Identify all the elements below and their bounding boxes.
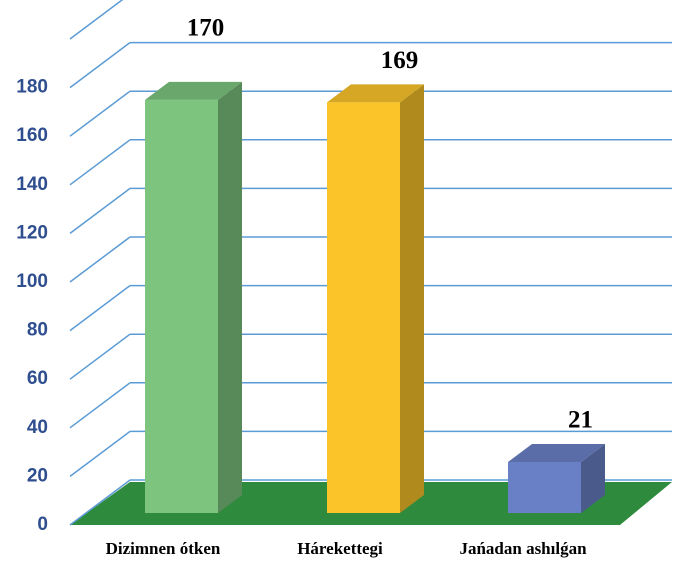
y-tick-label: 160 xyxy=(16,125,48,146)
y-tick-label: 60 xyxy=(27,368,48,389)
bar-top xyxy=(327,84,424,103)
grid-line xyxy=(69,0,124,40)
x-tick-label: Dizimnen ótken xyxy=(106,539,221,558)
bar-side xyxy=(400,84,424,513)
bar-side xyxy=(218,81,242,514)
bar-side xyxy=(581,443,605,513)
bar-top xyxy=(508,443,605,462)
y-tick-label: 20 xyxy=(27,465,48,486)
y-tick-label: 120 xyxy=(16,222,48,243)
grid-line xyxy=(69,430,131,477)
grid-line xyxy=(69,479,131,526)
bar xyxy=(145,99,218,514)
grid-line xyxy=(69,236,131,283)
x-tick-label: Jańadan ashılǵan xyxy=(459,539,587,558)
grid-line xyxy=(69,285,131,332)
grid-line xyxy=(69,90,131,137)
y-tick-label: 0 xyxy=(37,514,48,535)
value-label: 21 xyxy=(568,407,593,434)
y-tick-label: 180 xyxy=(16,77,48,98)
grid-line xyxy=(69,139,131,186)
bars xyxy=(145,81,605,514)
grid-line xyxy=(69,187,131,234)
bar-top xyxy=(145,81,242,100)
value-label: 169 xyxy=(381,47,419,74)
value-label: 170 xyxy=(187,15,225,42)
grid-line xyxy=(69,333,131,380)
y-tick-label: 140 xyxy=(16,174,48,195)
y-tick-label: 80 xyxy=(27,320,48,341)
grid-line xyxy=(69,382,131,429)
bar xyxy=(327,102,400,513)
y-tick-label: 40 xyxy=(27,417,48,438)
grid-line xyxy=(69,41,131,89)
bar xyxy=(508,461,581,513)
x-tick-label: Hárekettegi xyxy=(297,539,383,558)
y-tick-label: 100 xyxy=(16,271,48,292)
